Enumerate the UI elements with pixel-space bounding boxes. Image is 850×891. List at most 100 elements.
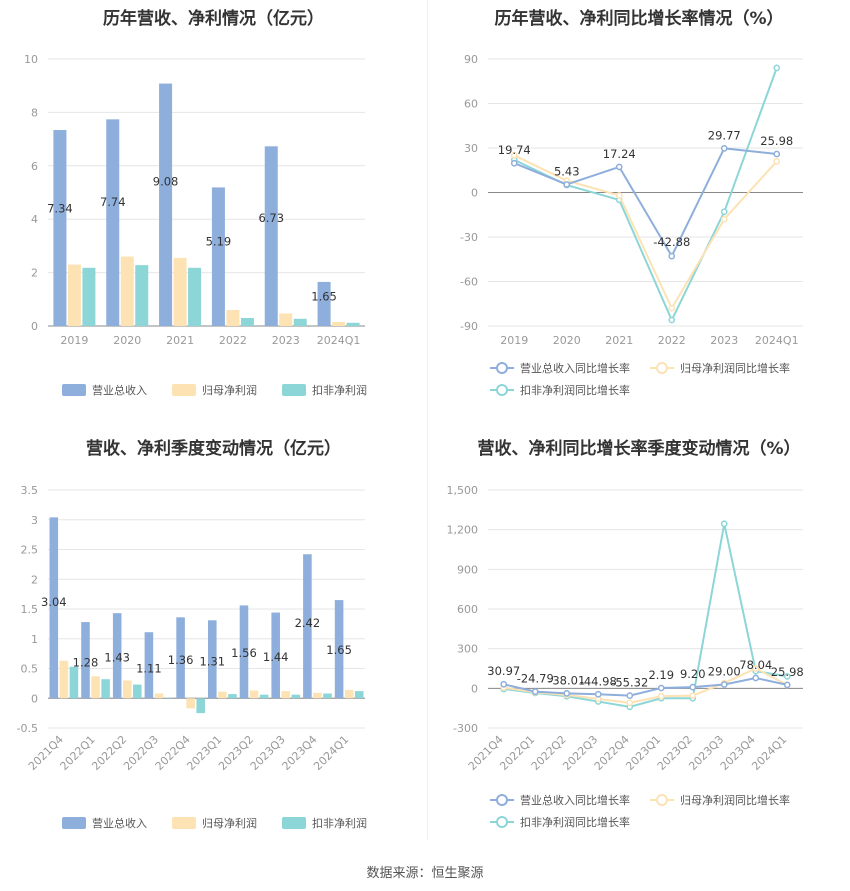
data-point: [626, 699, 634, 707]
legend-marker: [496, 794, 508, 806]
y-tick-label: -30: [460, 231, 478, 244]
bar: [279, 313, 293, 326]
y-tick-label: 1.5: [21, 603, 39, 616]
bar: [239, 605, 249, 699]
data-point: [668, 304, 676, 312]
data-label: 1.44: [263, 650, 289, 664]
annual-revenue-profit-chart: 0 2 4 6 8 10 2019 2020 2021 2022 2023 2024Q1 7.34 7.7…: [24, 53, 367, 397]
quarterly-revenue-profit-panel: 营收、净利季度变动情况（亿元） -0.5 0 0.5 1 1.5 2 2.5 3 3.5 2021…: [0, 430, 427, 850]
legend-label: 扣非净利润同比增长率: [520, 815, 630, 829]
data-source-note: 数据来源：恒生聚源: [366, 866, 484, 881]
data-label: 78.04: [739, 658, 772, 672]
data-label: -44.98: [580, 674, 617, 688]
y-tick-label: 6: [31, 160, 38, 173]
legend-label: 归母净利润: [202, 816, 257, 830]
data-point: [773, 158, 781, 165]
data-label: 5.43: [554, 164, 580, 178]
y-tick-label: 30: [464, 142, 478, 155]
data-point: [594, 690, 602, 698]
data-label: 1.65: [326, 643, 352, 657]
bar: [332, 321, 346, 326]
bar: [91, 676, 100, 699]
data-point: [531, 688, 539, 695]
y-tick-label: 3: [31, 514, 38, 527]
legend-swatch: [282, 817, 306, 829]
data-label: -38.01: [548, 673, 585, 687]
x-tick-label: 2022: [658, 334, 686, 347]
annual-growth-chart: -90 -60 -30 0 30 60 90 2019 2020 2021 2022 2023 2024…: [460, 53, 803, 397]
x-tick-label: 2022: [219, 334, 247, 347]
y-tick-label: 1,500: [447, 484, 479, 497]
data-label: 2.19: [648, 668, 674, 682]
data-point: [783, 681, 791, 689]
quarterly-revenue-profit-chart: -0.500.511.522.533.52021Q42022Q12022Q220…: [17, 484, 367, 830]
bar: [226, 309, 240, 326]
bar: [334, 600, 344, 699]
data-label: 1.65: [311, 289, 337, 303]
data-label: -55.32: [611, 676, 648, 690]
bar: [323, 693, 332, 699]
bar: [164, 698, 174, 699]
data-label: 1.56: [231, 646, 257, 660]
legend-swatch: [282, 384, 306, 396]
data-label: 3.04: [41, 595, 67, 609]
data-point: [563, 690, 571, 697]
data-point: [773, 150, 781, 158]
y-tick-label: 600: [457, 603, 478, 616]
data-point: [668, 316, 676, 324]
legend-swatch: [62, 817, 86, 829]
legend-label: 营业总收入: [92, 816, 147, 830]
y-tick-label: 60: [464, 98, 478, 111]
x-tick-label: 2024Q1: [749, 733, 789, 773]
x-tick-label: 2020: [553, 334, 581, 347]
bar: [135, 265, 149, 326]
data-point: [510, 152, 518, 159]
x-tick-label: 2024Q1: [317, 334, 361, 347]
bar: [159, 83, 173, 327]
data-point: [720, 144, 728, 152]
data-label: 7.74: [100, 195, 126, 209]
bar: [211, 187, 225, 326]
y-tick-label: 300: [457, 643, 478, 656]
data-label: 5.19: [206, 235, 232, 249]
y-tick-label: 0: [471, 187, 478, 200]
legend-label: 归母净利润同比增长率: [680, 793, 790, 807]
legend-swatch: [172, 817, 196, 829]
data-label: 9.20: [680, 667, 706, 681]
bar: [228, 694, 237, 699]
bar: [313, 692, 322, 699]
bar: [293, 318, 307, 326]
x-tick-label: 2023: [272, 334, 300, 347]
data-point: [615, 192, 623, 199]
data-point: [783, 673, 791, 680]
data-label: -24.79: [517, 672, 554, 686]
data-label: 9.08: [153, 174, 179, 188]
bar: [49, 517, 59, 699]
y-tick-label: -90: [460, 320, 478, 333]
series-line: [503, 676, 788, 697]
data-point: [752, 665, 760, 672]
legend-label: 营业总收入: [92, 383, 147, 397]
x-tick-label: 2019: [500, 334, 528, 347]
data-point: [500, 680, 508, 688]
data-label: 19.74: [498, 143, 531, 157]
data-label: 1.36: [168, 653, 194, 667]
data-label: 6.73: [258, 211, 284, 225]
x-tick-label: 2021: [605, 334, 633, 347]
y-tick-label: 0.5: [21, 663, 39, 676]
chart-title: 营收、净利季度变动情况（亿元）: [86, 439, 341, 459]
bar: [101, 679, 110, 699]
legend-marker: [656, 794, 668, 806]
bar: [67, 264, 81, 326]
bar: [122, 680, 132, 699]
bar: [188, 267, 202, 326]
legend-label: 营业总收入同比增长率: [520, 361, 630, 375]
x-tick-label: 2019: [60, 334, 88, 347]
data-label: 29.00: [708, 664, 741, 678]
vertical-divider: [427, 0, 428, 840]
y-tick-label: 900: [457, 563, 478, 576]
bar: [208, 620, 217, 699]
data-point: [720, 520, 728, 528]
bar: [271, 612, 280, 699]
bar: [218, 691, 227, 699]
